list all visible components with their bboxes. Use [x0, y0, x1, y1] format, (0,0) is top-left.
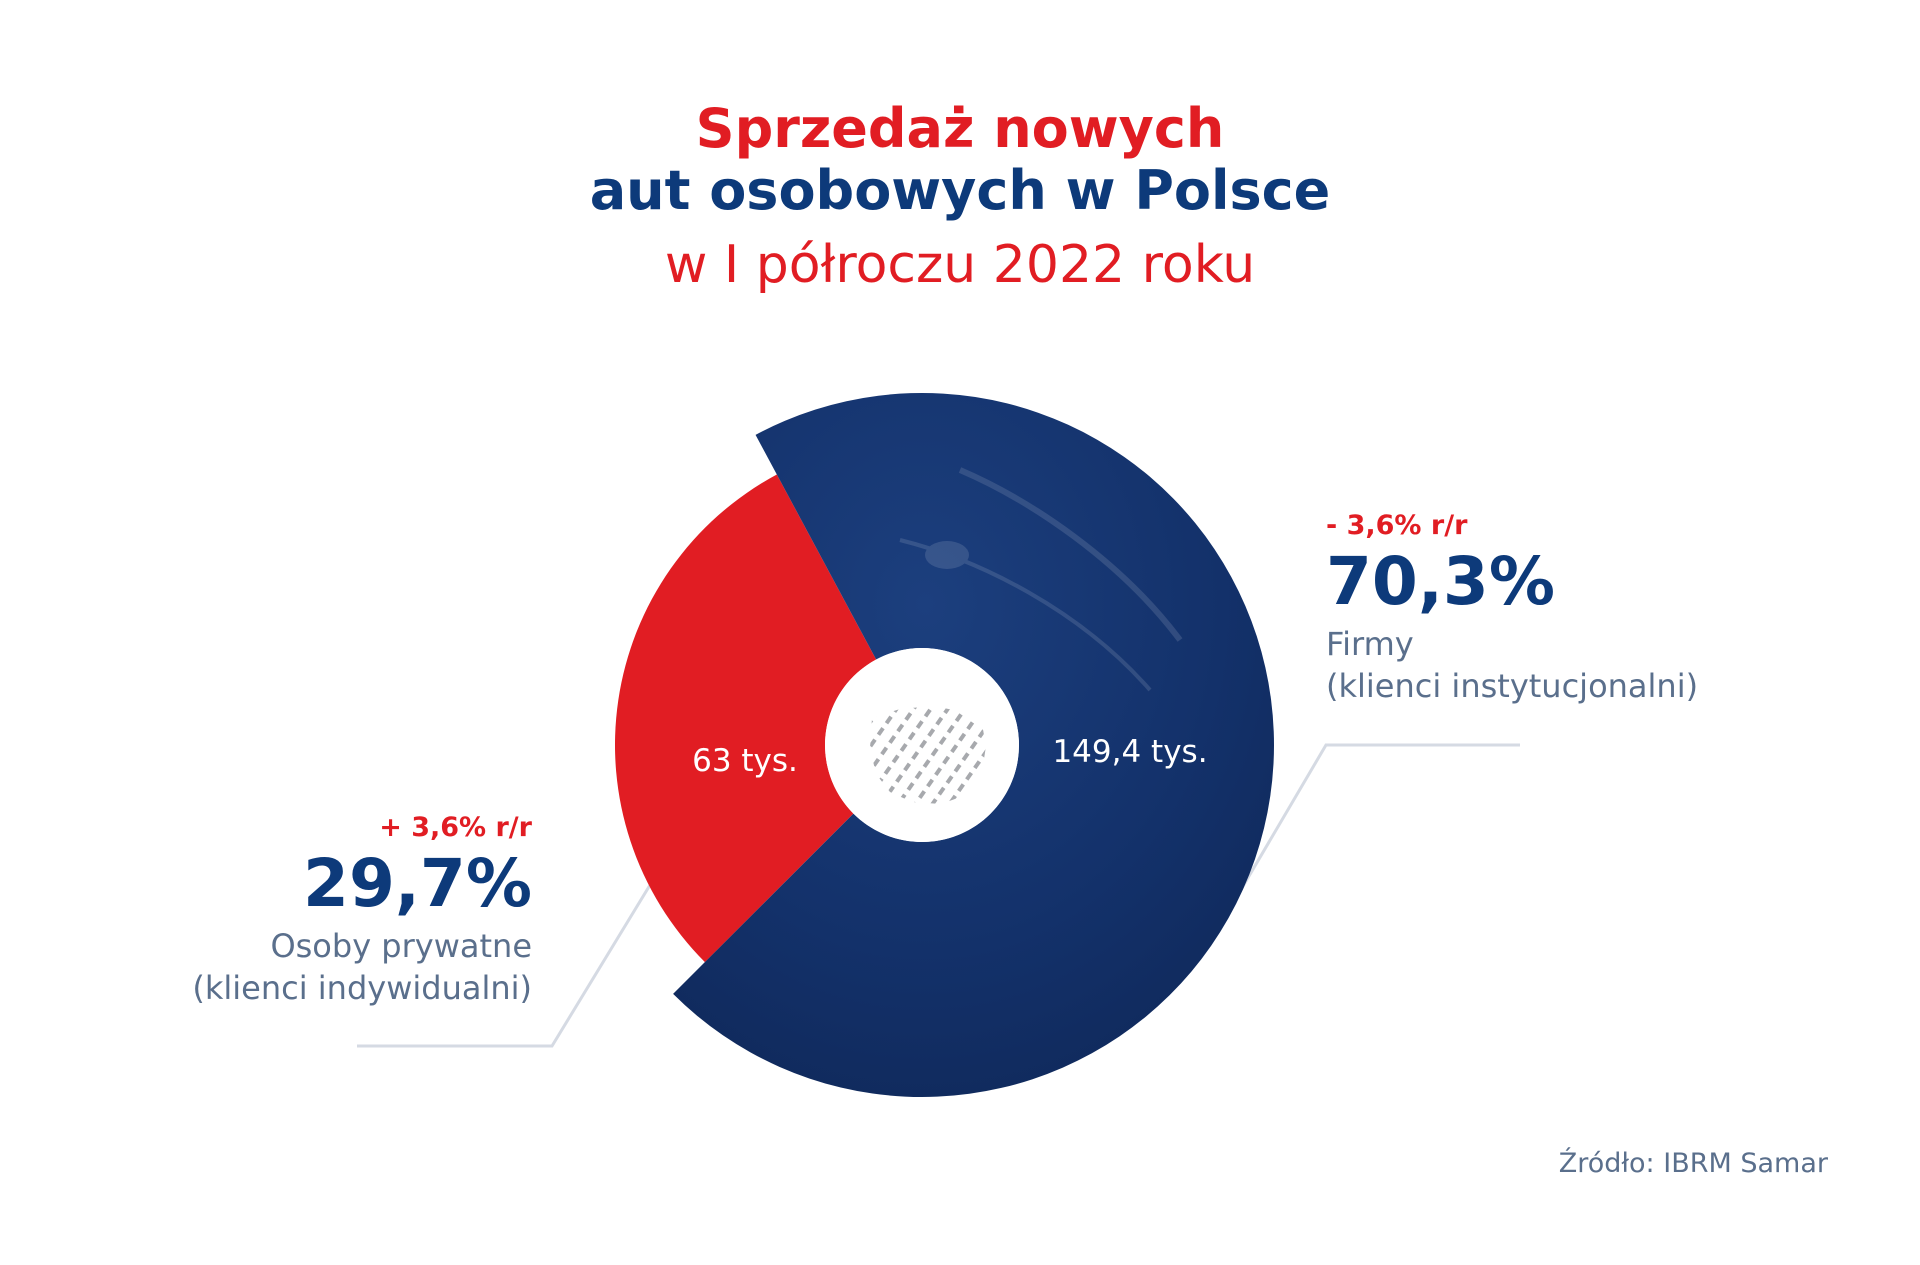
- category-label: Osoby prywatne: [270, 927, 532, 965]
- title-line-1: Sprzedaż nowych: [695, 97, 1225, 160]
- category-sublabel: (klienci indywidualni): [192, 969, 532, 1007]
- slice-value-label: 149,4 tys.: [1052, 734, 1207, 770]
- car-silhouette-decoration: [899, 467, 1183, 692]
- title-line-2: aut osobowych w Polsce: [589, 159, 1331, 222]
- callout-private: + 3,6% r/r 29,7% Osoby prywatne (klienci…: [192, 812, 532, 1009]
- callout-companies: - 3,6% r/r 70,3% Firmy (klienci instytuc…: [1326, 510, 1698, 707]
- share-label: 29,7%: [303, 845, 532, 922]
- title-line-3: w I półroczu 2022 roku: [664, 235, 1256, 295]
- category-sublabel: (klienci instytucjonalni): [1326, 667, 1699, 705]
- leader-line-right: [1230, 743, 1520, 906]
- category-label: Firmy: [1326, 625, 1414, 663]
- change-label: - 3,6% r/r: [1326, 510, 1468, 541]
- pie-slice-companies: [673, 393, 1274, 1098]
- pie-slice-private: [615, 474, 877, 963]
- source-note: Źródło: IBRM Samar: [1558, 1148, 1828, 1179]
- poland-map-icon: [870, 706, 986, 804]
- leader-line-left: [357, 884, 652, 1048]
- share-label: 70,3%: [1326, 543, 1555, 620]
- change-label: + 3,6% r/r: [379, 812, 532, 843]
- slice-value-label: 63 tys.: [692, 743, 798, 779]
